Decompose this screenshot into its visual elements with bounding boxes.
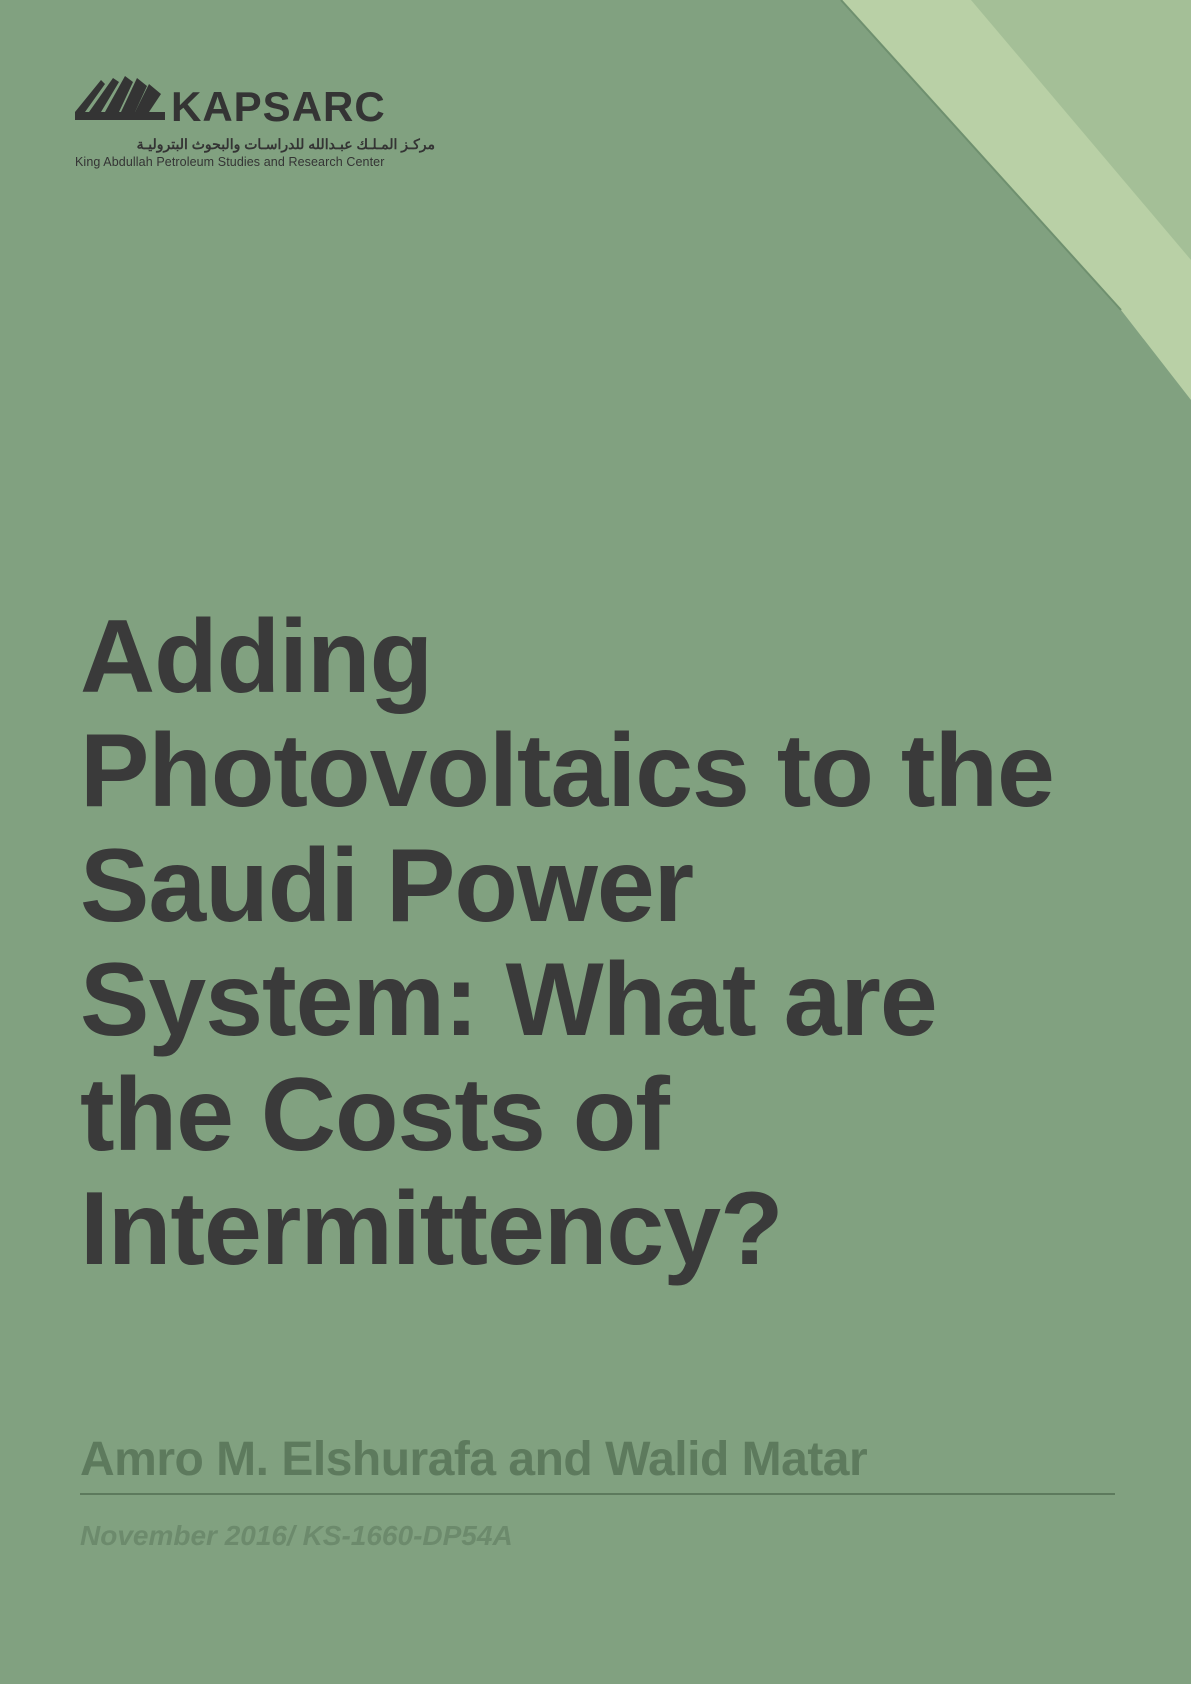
report-title: Adding Photovoltaics to the Saudi Power … — [80, 600, 1100, 1286]
logo-subtitle-arabic: مركـز المـلـك عبـدالله للدراسـات والبحوث… — [75, 136, 435, 153]
corner-poly-mid — [971, 0, 1191, 260]
logo-row: KAPSARC — [75, 70, 435, 130]
kapsarc-logo-icon — [75, 70, 165, 130]
corner-edge-line — [841, 0, 1121, 310]
report-authors: Amro M. Elshurafa and Walid Matar — [80, 1432, 1115, 1495]
logo-block: KAPSARC مركـز المـلـك عبـدالله للدراسـات… — [75, 70, 435, 169]
logo-subtitle-english: King Abdullah Petroleum Studies and Rese… — [75, 155, 435, 169]
corner-graphic — [791, 0, 1191, 400]
authors-wrap: Amro M. Elshurafa and Walid Matar — [80, 1432, 1115, 1495]
report-cover-page: KAPSARC مركـز المـلـك عبـدالله للدراسـات… — [0, 0, 1191, 1684]
logo-wordmark: KAPSARC — [171, 86, 386, 130]
report-date-ref: November 2016/ KS-1660-DP54A — [80, 1520, 513, 1552]
corner-poly-light — [841, 0, 1191, 400]
